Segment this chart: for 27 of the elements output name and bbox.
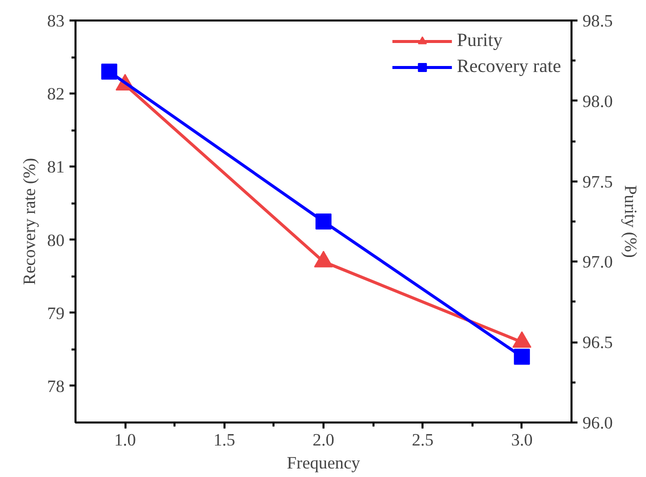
y2-tick-label: 98.0	[582, 92, 613, 111]
y2-axis-title: Purity (%)	[620, 185, 640, 258]
x-tick-label: 2.5	[412, 430, 434, 450]
x-tick-label: 2.0	[312, 430, 334, 450]
point	[512, 331, 532, 348]
legend-label: Purity	[456, 30, 503, 52]
x-tick-label: 1.5	[213, 430, 236, 450]
point	[316, 214, 332, 230]
y2-tick-label: 96.0	[582, 414, 613, 432]
y-tick-label: 79	[47, 304, 64, 323]
y-tick-label: 83	[47, 12, 64, 30]
point	[101, 64, 118, 80]
y2-tick-label: 97.5	[582, 172, 613, 192]
x-tick-label: 1.0	[114, 430, 136, 450]
x-axis-title: Frequency	[286, 454, 360, 472]
point	[314, 250, 333, 268]
legend-label: Recovery rate	[456, 56, 561, 78]
y-tick-label: 80	[47, 230, 64, 250]
y2-tick-label: 98.5	[582, 12, 613, 30]
y2-tick-label: 96.5	[582, 333, 613, 352]
x-tick-label: 3.0	[511, 430, 533, 450]
y2-tick-label: 97.0	[582, 252, 613, 272]
y-tick-label: 81	[47, 158, 64, 177]
point	[514, 348, 530, 365]
y-tick-label: 82	[47, 84, 64, 104]
y-tick-label: 78	[47, 376, 64, 396]
y-axis-title: Recovery rate (%)	[20, 158, 40, 285]
